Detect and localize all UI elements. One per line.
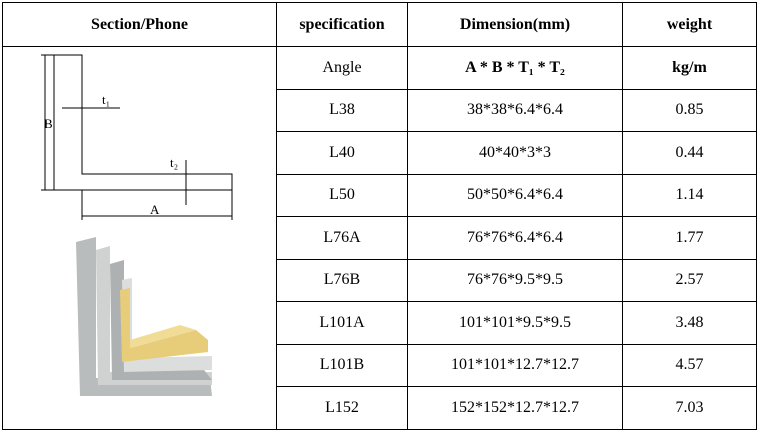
table-cell: L76B [276,258,408,302]
table-cell: 3.48 [622,301,757,345]
table-cell: L101B [276,343,408,387]
table-cell: 4.57 [622,343,757,387]
table-cell: 38*38*6.4*6.4 [407,88,623,132]
table-cell: L101A [276,301,408,345]
table-row: L101A 101*101*9.5*9.5 3.48 [3,301,757,345]
table-cell: 1.14 [622,173,757,217]
table-cell: 0.44 [622,131,757,175]
label-t1: t₁ [102,92,110,107]
table-row: L50 50*50*6.4*6.4 1.14 [3,173,757,217]
table-cell: 76*76*6.4*6.4 [407,216,623,260]
table-cell: A * B * T₁ * T₂ [407,46,623,90]
table-cell: 40*40*3*3 [407,131,623,175]
table-cell: L152 [276,386,408,430]
header-cell: Dimension(mm) [407,2,623,47]
table-cell: L76A [276,216,408,260]
label-t2: t₂ [170,155,178,170]
table-cell: 0.85 [622,88,757,132]
label-b: B [44,116,53,131]
header-row: Section/Phone specification Dimension(mm… [2,2,757,47]
table-cell: 152*152*12.7*12.7 [407,386,623,430]
table-cell: 2.57 [622,258,757,302]
table-cell: 101*101*12.7*12.7 [407,343,623,387]
table-cell: kg/m [622,46,757,90]
table-cell: L38 [276,88,408,132]
header-cell: Section/Phone [2,2,277,47]
section-illustration: B t₁ t₂ A [41,54,233,396]
table-cell: L50 [276,173,408,217]
table-cell: L40 [276,131,408,175]
header-cell: specification [276,2,408,47]
table-cell: 7.03 [622,386,757,430]
table-cell: 50*50*6.4*6.4 [407,173,623,217]
label-a: A [150,202,160,217]
table-row: L76A 76*76*6.4*6.4 1.77 [3,216,757,260]
header-cell: weight [622,2,757,47]
table-body: Angle A * B * T₁ * T₂ kg/m L38 38*38*6.4*6.4… [2,46,757,430]
table-row: L40 40*40*3*3 0.44 [3,131,757,175]
product-photo [76,237,212,396]
table-row: L38 38*38*6.4*6.4 0.85 [3,88,757,132]
table-row: L101B 101*101*12.7*12.7 4.57 [3,343,757,387]
table-cell: 101*101*9.5*9.5 [407,301,623,345]
table-row: L152 152*152*12.7*12.7 7.03 [3,386,757,430]
table-cell: 1.77 [622,216,757,260]
table-cell: Angle [276,46,408,90]
table-cell: 76*76*9.5*9.5 [407,258,623,302]
